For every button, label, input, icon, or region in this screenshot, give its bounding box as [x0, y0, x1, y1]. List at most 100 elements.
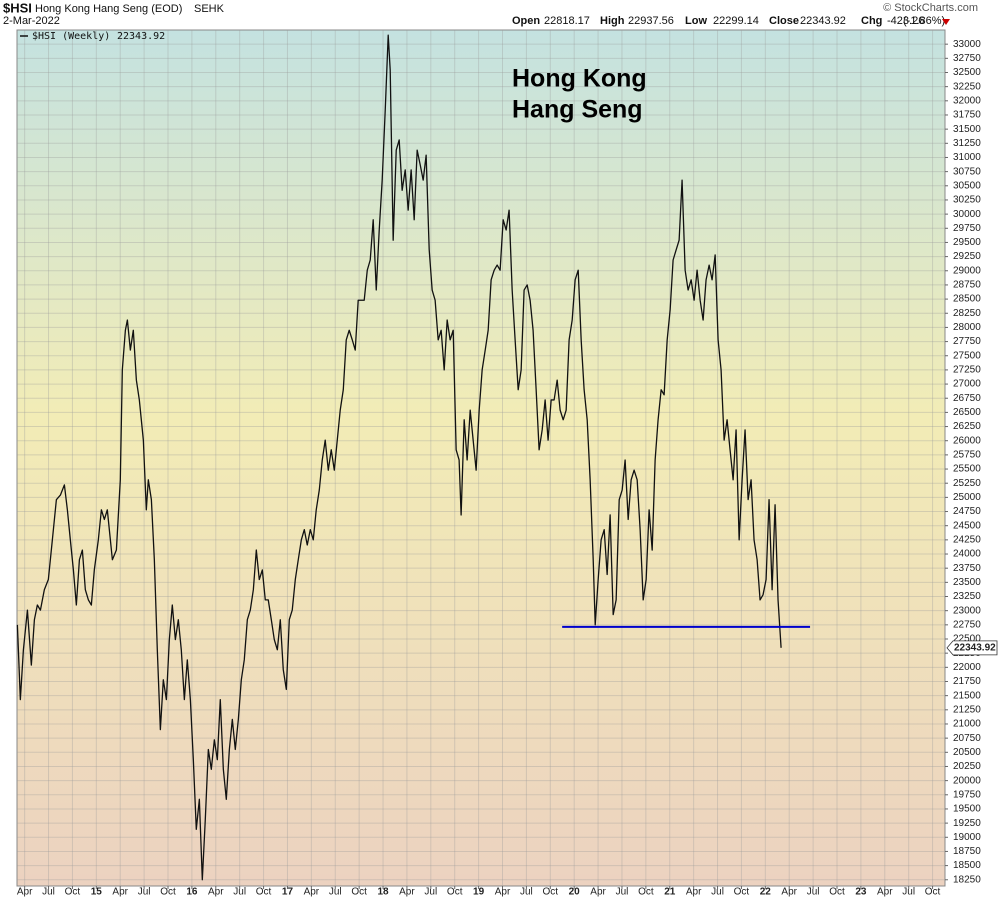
- y-tick-label: 28000: [953, 322, 981, 333]
- y-tick-label: 19000: [953, 832, 981, 843]
- x-tick-label: Apr: [781, 887, 797, 898]
- x-tick-label: Oct: [447, 887, 463, 898]
- y-tick-label: 31750: [953, 110, 981, 121]
- x-tick-label: Jul: [807, 887, 820, 898]
- y-tick-label: 24250: [953, 535, 981, 546]
- quote-label: Close: [769, 15, 799, 27]
- y-tick-label: 26750: [953, 393, 981, 404]
- y-tick-label: 22750: [953, 619, 981, 630]
- x-tick-label: Jul: [329, 887, 342, 898]
- x-tick-label: Oct: [925, 887, 941, 898]
- quote-label: Chg: [861, 15, 882, 27]
- watermark: © StockCharts.com: [883, 2, 978, 14]
- y-tick-label: 25500: [953, 464, 981, 475]
- x-tick-label: Jul: [616, 887, 629, 898]
- y-tick-label: 29000: [953, 265, 981, 276]
- x-tick-label: 21: [664, 887, 676, 898]
- y-tick-label: 19250: [953, 818, 981, 829]
- y-tick-label: 32000: [953, 95, 981, 106]
- y-tick-label: 29750: [953, 223, 981, 234]
- y-tick-label: 20750: [953, 733, 981, 744]
- y-tick-label: 24000: [953, 549, 981, 560]
- y-tick-label: 19500: [953, 804, 981, 815]
- symbol: $HSI: [3, 0, 32, 15]
- x-tick-label: Apr: [17, 887, 33, 898]
- y-tick-label: 21750: [953, 676, 981, 687]
- y-tick-label: 28500: [953, 294, 981, 305]
- x-tick-label: Jul: [424, 887, 437, 898]
- y-tick-label: 25000: [953, 492, 981, 503]
- y-tick-label: 24500: [953, 520, 981, 531]
- y-tick-label: 19750: [953, 789, 981, 800]
- date: 2-Mar-2022: [3, 15, 60, 27]
- x-tick-label: Jul: [902, 887, 915, 898]
- y-tick-label: 32250: [953, 81, 981, 92]
- x-tick-label: Apr: [590, 887, 606, 898]
- legend-value: 22343.92: [117, 31, 165, 42]
- x-tick-label: 22: [760, 887, 772, 898]
- x-tick-label: 23: [855, 887, 867, 898]
- y-tick-label: 30000: [953, 209, 981, 220]
- y-tick-label: 32500: [953, 67, 981, 78]
- y-tick-label: 27500: [953, 350, 981, 361]
- x-tick-label: Apr: [208, 887, 224, 898]
- y-tick-label: 20250: [953, 761, 981, 772]
- x-tick-label: 16: [186, 887, 198, 898]
- quote-value: 22299.14: [713, 15, 759, 27]
- x-tick-label: 19: [473, 887, 485, 898]
- y-tick-label: 27750: [953, 336, 981, 347]
- y-tick-label: 30750: [953, 166, 981, 177]
- y-tick-label: 20000: [953, 775, 981, 786]
- last-price-tag: [946, 640, 998, 656]
- y-tick-label: 21000: [953, 719, 981, 730]
- grid: [17, 30, 945, 886]
- y-tick-label: 32750: [953, 53, 981, 64]
- y-tick-label: 25750: [953, 450, 981, 461]
- y-tick-label: 30500: [953, 180, 981, 191]
- x-tick-label: Jul: [42, 887, 55, 898]
- quote-label: Low: [685, 15, 707, 27]
- y-tick-label: 23500: [953, 577, 981, 588]
- quote-value: 22818.17: [544, 15, 590, 27]
- y-tick-label: 20500: [953, 747, 981, 758]
- y-tick-label: 18500: [953, 860, 981, 871]
- down-arrow: [942, 19, 950, 25]
- exchange: SEHK: [194, 3, 225, 15]
- x-tick-label: Oct: [256, 887, 272, 898]
- y-tick-label: 22000: [953, 662, 981, 673]
- quote-value: -423.26: [887, 15, 924, 27]
- x-tick-label: Apr: [304, 887, 320, 898]
- x-tick-label: Oct: [351, 887, 367, 898]
- y-tick-label: 21500: [953, 690, 981, 701]
- price-line: [16, 34, 782, 881]
- y-tick-label: 28750: [953, 280, 981, 291]
- x-tick-label: Oct: [160, 887, 176, 898]
- y-tick-label: 18250: [953, 874, 981, 885]
- x-tick-label: Apr: [877, 887, 893, 898]
- quote-value: 22937.56: [628, 15, 674, 27]
- annotation-title: Hang Seng: [512, 96, 643, 124]
- y-tick-label: 26000: [953, 435, 981, 446]
- x-tick-label: Oct: [638, 887, 654, 898]
- change-pct: (-1.86%): [903, 15, 945, 27]
- y-tick-label: 21250: [953, 704, 981, 715]
- x-tick-label: Oct: [65, 887, 81, 898]
- x-tick-label: Jul: [138, 887, 151, 898]
- x-tick-label: 15: [91, 887, 103, 898]
- x-tick-label: Apr: [495, 887, 511, 898]
- annotation-title: Hong Kong: [512, 65, 647, 93]
- legend-label: $HSI (Weekly): [32, 31, 110, 42]
- x-tick-label: 18: [377, 887, 389, 898]
- y-tick-label: 28250: [953, 308, 981, 319]
- y-tick-label: 29250: [953, 251, 981, 262]
- quote-value: 22343.92: [800, 15, 846, 27]
- x-tick-label: Oct: [829, 887, 845, 898]
- x-tick-label: Apr: [112, 887, 128, 898]
- y-tick-label: 22500: [953, 634, 981, 645]
- plot-area: [16, 29, 946, 887]
- last-price-label: 22343.92: [954, 642, 996, 653]
- quote-label: Open: [512, 15, 540, 27]
- y-tick-label: 29500: [953, 237, 981, 248]
